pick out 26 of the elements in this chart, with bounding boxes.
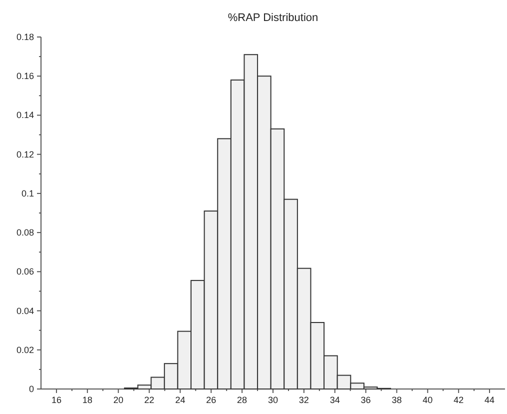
x-tick-label: 22 [144,395,154,405]
y-tick-label: 0.08 [16,228,34,238]
y-tick-label: 0.06 [16,266,34,277]
x-tick-label: 24 [175,395,186,405]
y-tick-label: 0.12 [16,149,34,160]
x-tick-label: 30 [268,395,278,405]
x-tick-label: 28 [237,395,248,405]
x-tick-label: 40 [422,395,433,405]
x-tick-label: 20 [113,395,124,405]
x-tick-label: 34 [330,395,340,405]
x-tick-label: 42 [454,395,464,405]
x-tick-label: 36 [360,395,371,405]
x-tick-label: 32 [298,395,309,405]
y-tick-label: 0.04 [16,306,34,316]
chart-title: %RAP Distribution [228,12,318,24]
x-tick-label: 16 [51,395,62,405]
y-tick-label: 0.14 [16,110,34,120]
y-tick-label: 0.1 [21,188,34,198]
x-tick-label: 18 [82,395,92,405]
y-tick-label: 0.16 [16,71,34,82]
x-tick-label: 26 [206,395,216,405]
y-tick-label: 0 [28,384,34,394]
x-tick-label: 38 [392,395,402,405]
y-tick-label: 0.02 [16,344,34,355]
y-tick-label: 0.18 [16,32,34,42]
x-tick-label: 44 [484,395,495,405]
